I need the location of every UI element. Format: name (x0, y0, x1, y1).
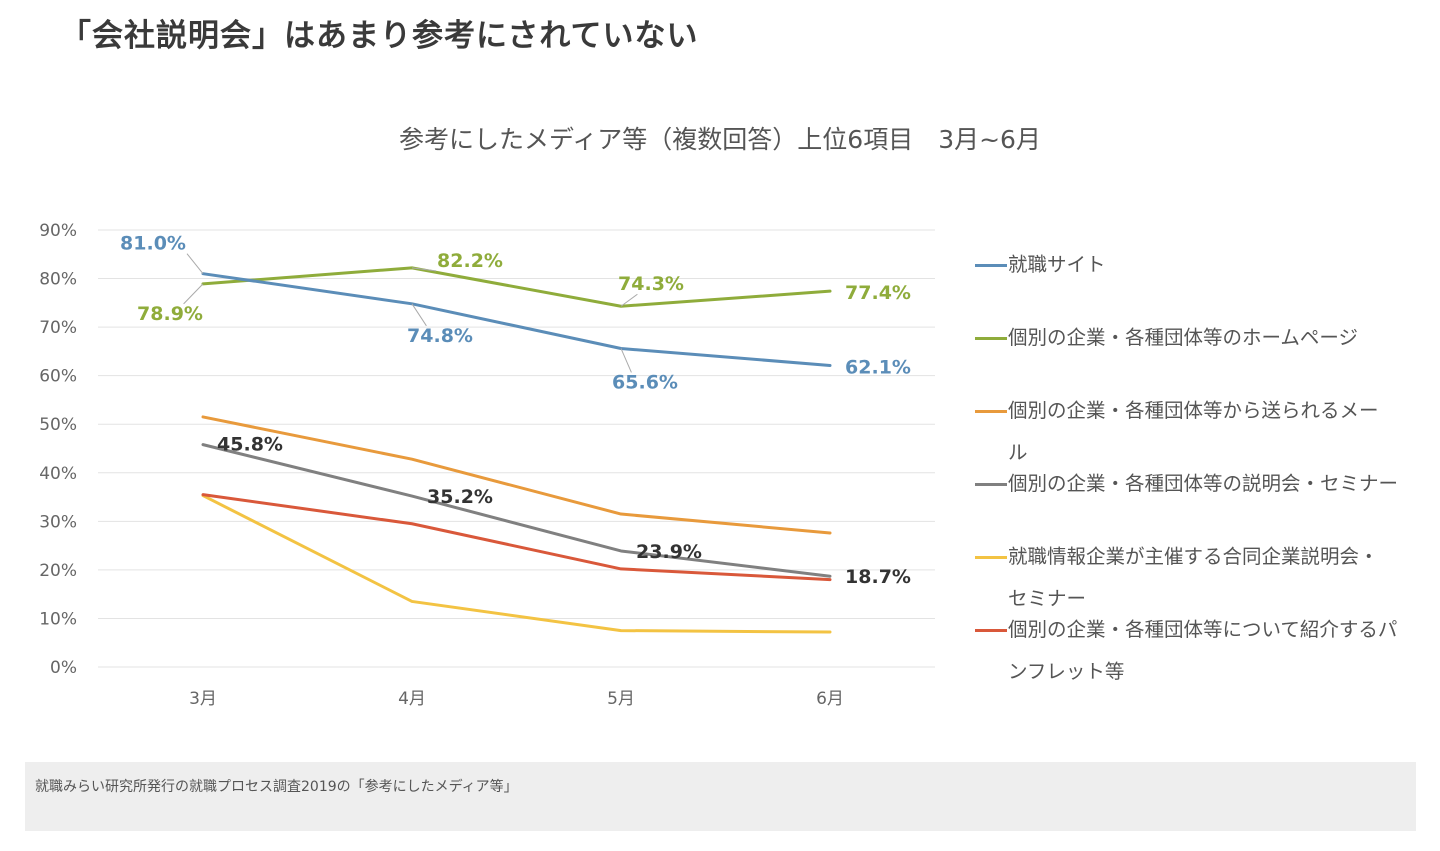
legend-label: 個別の企業・各種団体等から送られるメール (1008, 399, 1379, 464)
legend-label: 個別の企業・各種団体等の説明会・セミナー (1008, 472, 1399, 495)
leader-line (186, 253, 204, 275)
data-label: 74.8% (407, 325, 473, 347)
legend-item: 個別の企業・各種団体等の説明会・セミナー (975, 463, 1400, 505)
legend-item: 個別の企業・各種団体等から送られるメール (975, 390, 1385, 474)
data-label: 74.3% (618, 273, 684, 295)
leader-line (620, 348, 632, 373)
legend-swatch (975, 410, 1007, 413)
data-label: 82.2% (437, 250, 503, 272)
y-tick-label: 40% (39, 464, 77, 484)
y-tick-label: 70% (39, 318, 77, 338)
page-title: 「会社説明会」はあまり参考にされていない (60, 18, 699, 54)
source-note-panel: 就職みらい研究所発行の就職プロセス調査2019の「参考にしたメディア等」 (25, 762, 1416, 831)
y-tick-label: 20% (39, 561, 77, 581)
data-label: 65.6% (612, 371, 678, 393)
data-label: 18.7% (845, 566, 911, 588)
data-label: 62.1% (845, 356, 911, 378)
x-tick-label: 5月 (607, 689, 635, 709)
legend-swatch (975, 483, 1007, 486)
data-label: 23.9% (636, 541, 702, 563)
legend-item: 個別の企業・各種団体等について紹介するパンフレット等 (975, 609, 1400, 693)
y-tick-label: 80% (39, 270, 77, 290)
series-line (201, 443, 832, 578)
legend-label: 就職情報企業が主催する合同企業説明会・セミナー (1008, 545, 1379, 610)
series-line (201, 415, 832, 535)
series-line (201, 494, 832, 634)
legend-swatch (975, 337, 1007, 340)
source-note: 就職みらい研究所発行の就職プロセス調査2019の「参考にしたメディア等」 (35, 779, 518, 795)
legend-item: 個別の企業・各種団体等のホームページ (975, 317, 1405, 359)
series-line (201, 493, 832, 582)
x-tick-label: 3月 (189, 689, 217, 709)
x-tick-label: 6月 (816, 689, 844, 709)
data-label: 35.2% (427, 486, 493, 508)
y-tick-label: 50% (39, 415, 77, 435)
x-tick-label: 4月 (398, 689, 426, 709)
legend-swatch (975, 264, 1007, 267)
leader-line (620, 293, 638, 307)
series-line (201, 266, 832, 308)
leader-line (411, 303, 427, 327)
data-label: 77.4% (845, 282, 911, 304)
y-tick-label: 10% (39, 609, 77, 629)
y-tick-label: 90% (39, 221, 77, 241)
legend-item: 就職情報企業が主催する合同企業説明会・セミナー (975, 536, 1385, 620)
series-line (201, 272, 832, 367)
y-tick-label: 0% (50, 658, 77, 678)
y-tick-label: 30% (39, 512, 77, 532)
leader-line (411, 267, 437, 272)
legend-label: 個別の企業・各種団体等について紹介するパンフレット等 (1008, 618, 1398, 683)
legend-swatch (975, 629, 1007, 632)
data-label: 81.0% (120, 233, 186, 255)
legend-label: 就職サイト (1008, 253, 1106, 276)
legend-swatch (975, 556, 1007, 559)
data-label: 45.8% (217, 434, 283, 456)
legend-label: 個別の企業・各種団体等のホームページ (1008, 326, 1359, 349)
y-tick-label: 60% (39, 367, 77, 387)
leader-line (183, 283, 204, 305)
legend-item: 就職サイト (975, 244, 1405, 286)
data-label: 78.9% (137, 303, 203, 325)
chart-title: 参考にしたメディア等（複数回答）上位6項目 3月~6月 (399, 125, 1041, 154)
